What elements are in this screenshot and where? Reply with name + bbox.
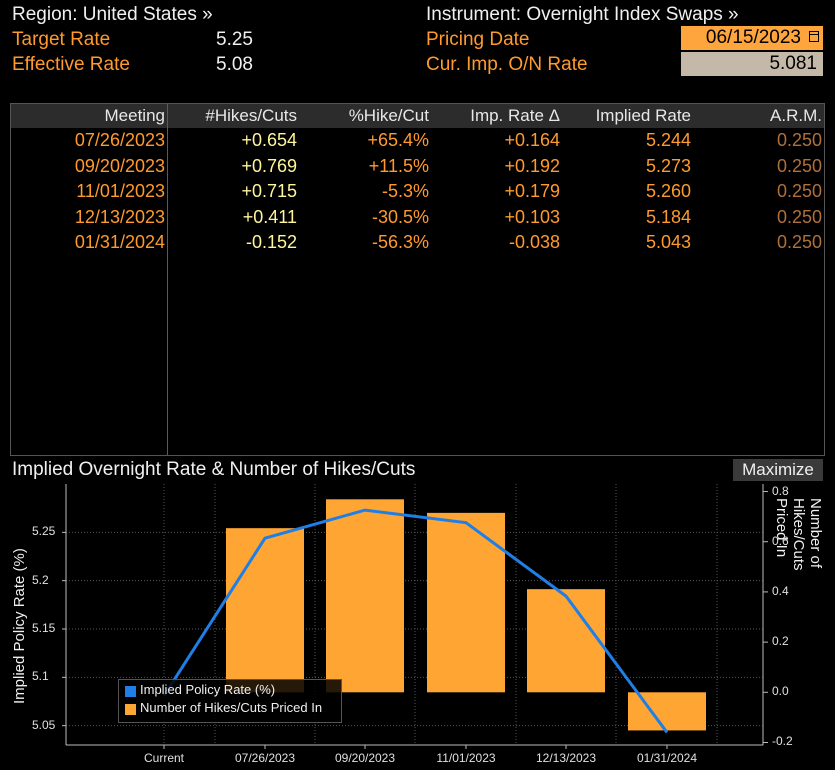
x-tick-label: 07/26/2023 <box>234 751 296 765</box>
column-header-meeting[interactable]: Meeting <box>104 106 165 125</box>
x-tick-label: 12/13/2023 <box>535 751 597 765</box>
y2-tick-label: 0.0 <box>772 684 789 699</box>
cell-arm: 0.250 <box>776 155 822 176</box>
cell-meeting-date: 12/13/2023 <box>74 206 165 227</box>
bar <box>628 692 706 731</box>
y-axis-label: Implied Policy Rate (%) <box>11 548 28 704</box>
cell-imp-rate-delta: +0.179 <box>504 181 560 201</box>
cell-arm: 0.250 <box>776 206 822 227</box>
cell-implied-rate: 5.273 <box>645 155 691 176</box>
cell-hikes-cuts: +0.715 <box>241 181 297 201</box>
legend-label-bar: Number of Hikes/Cuts Priced In <box>140 700 323 715</box>
meetings-table: Meeting #Hikes/Cuts %Hike/Cut Imp. Rate … <box>10 103 825 456</box>
cell-imp-rate-delta: -0.038 <box>508 232 560 252</box>
bar <box>326 499 404 693</box>
y-tick-label: 5.25 <box>32 524 56 539</box>
pricing-date-value: 06/15/2023 <box>705 27 801 48</box>
target-rate-value: 5.25 <box>216 29 253 50</box>
cell-hikes-cuts: +0.411 <box>242 206 297 227</box>
region-selector[interactable]: Region: United States » <box>12 4 213 25</box>
cell-pct-hike-cut: +65.4% <box>367 130 429 150</box>
cell-arm: 0.250 <box>776 232 822 252</box>
x-tick-label: 01/31/2024 <box>636 751 698 765</box>
column-divider <box>167 104 168 455</box>
pricing-date-input[interactable]: 06/15/2023 <box>681 26 823 50</box>
onrate-field: 5.081 <box>681 52 823 76</box>
legend-swatch-line <box>125 686 136 697</box>
cell-meeting-date: 11/01/2023 <box>76 181 165 201</box>
calendar-icon[interactable] <box>809 31 819 42</box>
onrate-label: Cur. Imp. O/N Rate <box>426 54 588 75</box>
cell-implied-rate: 5.184 <box>645 206 691 227</box>
legend-swatch-bar <box>125 704 136 715</box>
cell-imp-rate-delta: +0.192 <box>504 155 560 176</box>
y2-tick-label: 0.8 <box>772 483 789 498</box>
y2-tick-label: 0.6 <box>772 533 789 548</box>
target-rate-label: Target Rate <box>12 29 111 50</box>
cell-pct-hike-cut: +11.5% <box>368 155 429 176</box>
cell-meeting-date: 01/31/2024 <box>74 232 165 252</box>
y2-tick-label: 0.4 <box>772 583 789 598</box>
legend-label-line: Implied Policy Rate (%) <box>140 682 276 697</box>
y-tick-label: 5.2 <box>32 572 49 587</box>
column-header-arm[interactable]: A.R.M. <box>770 106 822 125</box>
table-row[interactable]: 01/31/2024 -0.152 -56.3% -0.038 5.043 0.250 <box>11 231 824 256</box>
table-row[interactable]: 12/13/2023 +0.411 -30.5% +0.103 5.184 0.250 <box>11 206 824 231</box>
x-tick-label: 09/20/2023 <box>334 751 396 765</box>
effective-rate-label: Effective Rate <box>12 54 130 75</box>
y2-axis-label: Number of Hikes/Cuts Priced In <box>773 498 824 571</box>
cell-hikes-cuts: +0.654 <box>241 130 297 150</box>
pricing-date-label: Pricing Date <box>426 29 530 50</box>
y-tick-label: 5.1 <box>32 669 49 684</box>
cell-arm: 0.250 <box>776 181 822 201</box>
column-header-pct-hike-cut[interactable]: %Hike/Cut <box>348 106 429 125</box>
chart-title: Implied Overnight Rate & Number of Hikes… <box>12 459 416 480</box>
y2-tick-label: 0.2 <box>772 634 789 649</box>
bar <box>226 528 304 693</box>
cell-implied-rate: 5.260 <box>645 181 691 201</box>
cell-pct-hike-cut: -5.3% <box>381 181 429 201</box>
bar <box>427 512 505 693</box>
maximize-button[interactable]: Maximize <box>733 459 823 481</box>
cell-hikes-cuts: -0.152 <box>245 232 297 252</box>
table-row[interactable]: 11/01/2023 +0.715 -5.3% +0.179 5.260 0.250 <box>11 180 824 205</box>
x-tick-label: Current <box>143 751 184 765</box>
column-header-hikes-cuts[interactable]: #Hikes/Cuts <box>205 106 297 125</box>
table-row[interactable]: 07/26/2023 +0.654 +65.4% +0.164 5.244 0.250 <box>11 129 824 154</box>
instrument-selector[interactable]: Instrument: Overnight Index Swaps » <box>426 4 739 25</box>
y-tick-label: 5.15 <box>32 621 56 635</box>
cell-implied-rate: 5.043 <box>645 232 691 252</box>
cell-imp-rate-delta: +0.103 <box>504 206 560 227</box>
cell-hikes-cuts: +0.769 <box>241 155 297 176</box>
bar <box>527 589 605 693</box>
x-tick-label: 11/01/2023 <box>436 751 496 765</box>
cell-pct-hike-cut: -30.5% <box>371 206 429 227</box>
cell-imp-rate-delta: +0.164 <box>504 130 560 150</box>
y2-tick-label: -0.2 <box>772 734 793 749</box>
cell-meeting-date: 09/20/2023 <box>74 155 165 176</box>
table-row[interactable]: 09/20/2023 +0.769 +11.5% +0.192 5.273 0.250 <box>11 155 824 180</box>
table-header: Meeting #Hikes/Cuts %Hike/Cut Imp. Rate … <box>11 104 824 128</box>
y-tick-label: 5.05 <box>32 717 56 732</box>
chart-legend: Implied Policy Rate (%) Number of Hikes/… <box>118 679 342 723</box>
effective-rate-value: 5.08 <box>216 54 253 75</box>
column-header-implied-rate[interactable]: Implied Rate <box>595 106 691 125</box>
cell-arm: 0.250 <box>776 130 822 150</box>
cell-implied-rate: 5.244 <box>645 130 691 150</box>
cell-pct-hike-cut: -56.3% <box>371 232 429 252</box>
cell-meeting-date: 07/26/2023 <box>74 130 165 150</box>
column-header-imp-rate-delta[interactable]: Imp. Rate Δ <box>470 106 560 125</box>
